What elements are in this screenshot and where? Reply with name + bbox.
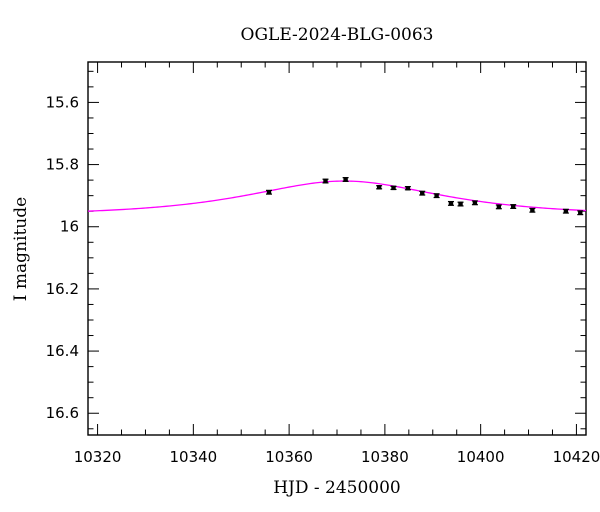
point-marker <box>563 209 569 214</box>
data-point <box>342 177 349 182</box>
model-curve <box>87 180 587 212</box>
point-marker <box>266 190 272 195</box>
y-axis-label: I magnitude <box>11 197 31 301</box>
data-point <box>457 201 464 207</box>
data-point <box>390 185 397 191</box>
y-tick-label: 15.6 <box>46 93 79 111</box>
point-marker <box>323 178 328 184</box>
y-tick-label: 16 <box>60 218 79 236</box>
x-tick-label: 10340 <box>169 448 217 466</box>
data-point <box>510 204 517 210</box>
x-tick-label: 10400 <box>457 448 505 466</box>
x-tick-labels: 10320 10340 10360 10380 10400 10420 <box>74 448 600 466</box>
point-marker <box>434 193 439 198</box>
y-tick-label: 16.4 <box>46 342 79 360</box>
y-tick-labels: 15.6 15.8 16 16.2 16.4 16.6 <box>46 93 79 422</box>
data-point <box>322 178 329 184</box>
point-marker <box>343 177 348 182</box>
data-point <box>376 185 383 190</box>
data-point <box>471 200 478 206</box>
x-axis-label: HJD - 2450000 <box>273 478 401 498</box>
axis-ticks <box>88 62 586 435</box>
point-marker <box>458 201 463 207</box>
chart-title: OGLE-2024-BLG-0063 <box>241 25 434 45</box>
point-marker <box>496 204 502 210</box>
x-tick-label: 10420 <box>553 448 600 466</box>
data-point <box>447 200 454 206</box>
x-tick-label: 10320 <box>74 448 122 466</box>
data-point <box>577 210 584 216</box>
data-point <box>266 189 273 195</box>
point-marker <box>405 185 411 191</box>
data-point <box>433 193 440 199</box>
point-marker <box>578 210 583 215</box>
point-marker <box>391 185 396 191</box>
point-marker <box>376 185 382 190</box>
point-marker <box>448 201 454 206</box>
y-tick-label: 15.8 <box>46 156 79 174</box>
point-marker <box>472 200 478 206</box>
x-tick-label: 10380 <box>361 448 409 466</box>
point-marker <box>420 190 425 196</box>
x-tick-label: 10360 <box>265 448 313 466</box>
data-point <box>495 204 502 210</box>
data-point <box>419 190 426 196</box>
point-marker <box>511 204 516 209</box>
data-point <box>529 207 536 213</box>
y-tick-label: 16.6 <box>46 404 79 422</box>
plot-frame <box>87 61 587 436</box>
data-point <box>562 208 569 214</box>
data-points <box>266 177 584 216</box>
data-point <box>404 185 411 191</box>
y-tick-label: 16.2 <box>46 280 79 298</box>
point-marker <box>530 208 535 213</box>
